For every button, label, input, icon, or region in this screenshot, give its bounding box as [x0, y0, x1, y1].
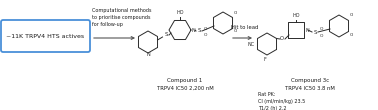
- Text: ~11K TRPV4 HTS actives: ~11K TRPV4 HTS actives: [6, 34, 85, 38]
- Text: Hit to lead: Hit to lead: [231, 25, 259, 30]
- Text: F: F: [263, 57, 266, 62]
- Text: S: S: [164, 32, 168, 38]
- Text: O: O: [320, 27, 323, 31]
- Text: Cl: Cl: [350, 14, 354, 17]
- Text: Cl: Cl: [350, 32, 354, 37]
- Text: N: N: [146, 52, 150, 57]
- Text: Compound 3c: Compound 3c: [291, 78, 329, 83]
- FancyBboxPatch shape: [1, 20, 90, 52]
- Text: Cl: Cl: [234, 29, 238, 34]
- Text: TRPV4 IC50 3.8 nM: TRPV4 IC50 3.8 nM: [285, 86, 335, 91]
- Text: Rat PK:
Cl (ml/min/kg) 23.5
T1/2 (h) 2.2
F% 73: Rat PK: Cl (ml/min/kg) 23.5 T1/2 (h) 2.2…: [258, 92, 305, 110]
- Text: O: O: [204, 27, 208, 31]
- Text: O: O: [320, 34, 323, 38]
- Text: NC: NC: [248, 41, 255, 47]
- Text: S: S: [313, 29, 317, 35]
- Text: O: O: [204, 33, 208, 37]
- Text: HO: HO: [176, 10, 184, 15]
- Text: Compound 1: Compound 1: [167, 78, 203, 83]
- Text: S: S: [197, 28, 201, 34]
- Text: Computational methods
to prioritise compounds
for follow-up: Computational methods to prioritise comp…: [92, 8, 152, 27]
- Text: O: O: [280, 37, 284, 41]
- Text: N: N: [192, 28, 196, 32]
- Text: N: N: [305, 28, 309, 32]
- Text: TRPV4 IC50 2,200 nM: TRPV4 IC50 2,200 nM: [156, 86, 213, 91]
- Text: HO: HO: [292, 13, 300, 18]
- Text: Cl: Cl: [234, 10, 238, 15]
